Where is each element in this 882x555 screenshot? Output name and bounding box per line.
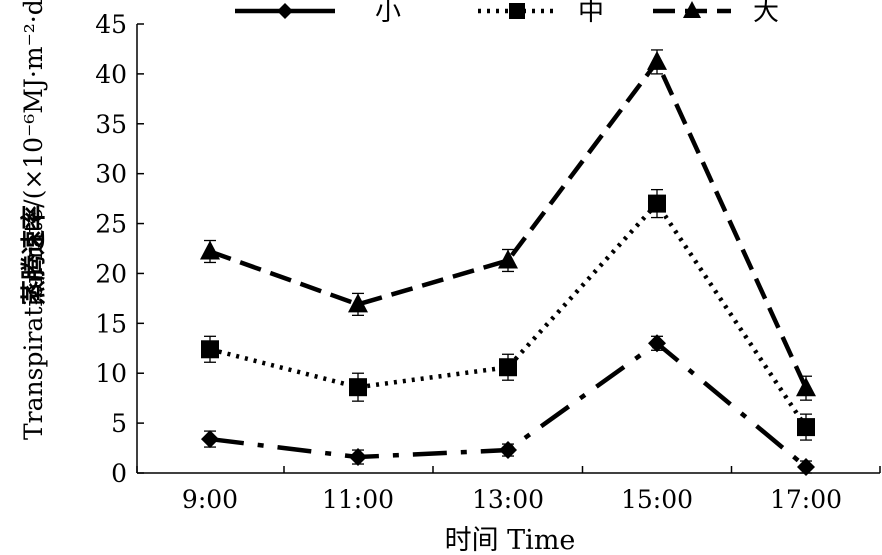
data-point (648, 194, 666, 213)
y-tick-label: 20 (95, 259, 127, 288)
y-tick-label: 5 (111, 409, 127, 438)
legend: 小中大 (235, 0, 779, 27)
y-tick-label: 30 (95, 160, 127, 189)
legend-marker (509, 3, 525, 19)
legend-marker (683, 1, 701, 18)
x-axis-label: 时间 Time (445, 525, 576, 555)
series-square (201, 188, 815, 441)
y-tick-label: 0 (111, 459, 127, 488)
x-tick-label: 15:00 (621, 485, 693, 514)
x-tick-label: 13:00 (472, 485, 544, 514)
x-tick-label: 11:00 (322, 485, 394, 514)
data-point (796, 377, 816, 397)
data-point (349, 448, 367, 467)
series-triangle (200, 49, 816, 401)
y-tick-label: 10 (95, 359, 127, 388)
y-tick-label: 35 (95, 110, 127, 139)
series-diamond (201, 334, 815, 477)
data-point (200, 240, 220, 260)
y-axis-label-cn: 蒸腾速率 (19, 205, 48, 305)
data-point (348, 293, 368, 313)
data-point (647, 50, 667, 70)
series-layer (200, 49, 816, 477)
legend-label: 大 (753, 0, 779, 27)
svg-text:蒸腾速率: 蒸腾速率 (19, 205, 48, 305)
legend-label: 中 (578, 0, 604, 27)
data-point (797, 458, 815, 477)
x-tick-label: 17:00 (770, 485, 842, 514)
y-tick-label: 15 (95, 309, 127, 338)
axes: 0 5 10 15 20 25 30 35 40 45 9:00 11:00 13:00 15:00 17:… (95, 10, 881, 514)
data-point (201, 430, 219, 449)
series-line (209, 199, 808, 429)
y-axis-label-en: Transpiration rate/(×10⁻⁶MJ·m⁻²·d⁻¹) (19, 0, 48, 440)
data-point (201, 340, 219, 359)
svg-text:Transpiration rate/(×10⁻⁶MJ·m⁻: Transpiration rate/(×10⁻⁶MJ·m⁻²·d⁻¹) (19, 0, 48, 440)
y-tick-label: 40 (95, 60, 127, 89)
data-point (797, 418, 815, 437)
data-point (349, 378, 367, 397)
series-line (209, 57, 809, 390)
x-tick-label: 9:00 (182, 485, 238, 514)
y-axis-label: 蒸腾速率 Transpiration rate/(×10⁻⁶MJ·m⁻²·d⁻¹… (19, 0, 48, 440)
data-point (499, 358, 517, 377)
y-tick-label: 45 (95, 10, 127, 39)
data-point (648, 334, 666, 353)
y-tick-label: 25 (95, 210, 127, 239)
data-point (499, 441, 517, 460)
legend-marker (277, 3, 293, 19)
data-point (498, 249, 518, 269)
legend-label: 小 (375, 0, 401, 27)
